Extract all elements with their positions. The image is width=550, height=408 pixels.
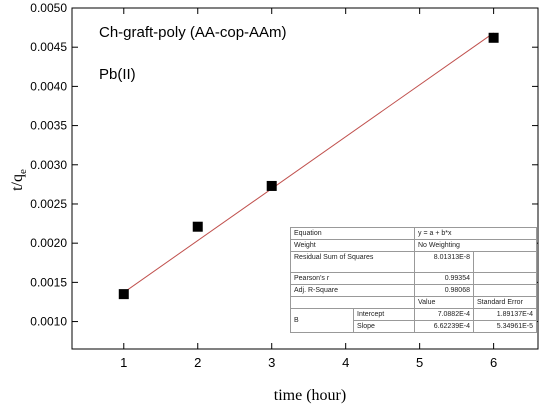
weight-label: Weight — [290, 239, 415, 252]
x-tick-label: 3 — [268, 355, 275, 370]
data-point — [192, 221, 203, 232]
rss-empty — [473, 251, 537, 273]
rss-value: 8.01313E-8 — [414, 251, 474, 273]
equation-label: Equation — [290, 227, 415, 240]
group-label: B — [290, 308, 354, 333]
fit-line-group — [123, 32, 494, 293]
fit-results-table: Equation y = a + b*x Weight No Weighting… — [290, 227, 537, 333]
slope-stderr: 5.34961E-5 — [473, 320, 537, 333]
x-tick-label: 2 — [194, 355, 201, 370]
weight-value: No Weighting — [414, 239, 537, 252]
y-tick-label: 0.0040 — [30, 79, 67, 93]
y-tick-label: 0.0035 — [30, 119, 67, 133]
x-axis-label: time (hour) — [274, 387, 346, 404]
plot-frame — [71, 7, 539, 350]
y-axis-label-subscript: e — [17, 169, 29, 174]
plot-border — [71, 7, 539, 350]
intercept-stderr: 1.89137E-4 — [473, 308, 537, 321]
y-axis-label-main: t/q — [9, 174, 26, 191]
pearson-value: 0.99354 — [414, 272, 474, 285]
data-point — [118, 289, 129, 300]
adj-r2-label: Adj. R-Square — [290, 284, 415, 297]
y-tick-label: 0.0025 — [30, 197, 67, 211]
x-tick-label: 6 — [490, 355, 497, 370]
rss-label: Residual Sum of Squares — [290, 251, 415, 273]
y-axis-ticks: 0.0010 0.0015 0.0020 0.0025 0.0030 0.0035 0.00… — [30, 1, 538, 329]
adj-r2-value: 0.98068 — [414, 284, 474, 297]
pearson-empty — [473, 272, 537, 285]
data-point — [266, 180, 277, 191]
slope-value: 6.62239E-4 — [414, 320, 474, 333]
x-tick-label: 1 — [120, 355, 127, 370]
adj-r2-empty — [473, 284, 537, 297]
stderr-header: Standard Error — [473, 296, 537, 309]
equation-value: y = a + b*x — [414, 227, 537, 240]
y-tick-label: 0.0050 — [30, 1, 67, 15]
data-point — [488, 32, 499, 43]
x-tick-label: 5 — [416, 355, 423, 370]
slope-label: Slope — [353, 320, 415, 333]
annotation-material: Ch-graft-poly (AA-cop-AAm) — [99, 24, 287, 41]
y-tick-label: 0.0015 — [30, 275, 67, 289]
data-points — [118, 32, 499, 300]
header-empty — [290, 296, 415, 309]
annotation-ion: Pb(II) — [99, 66, 136, 83]
y-tick-label: 0.0020 — [30, 236, 67, 250]
y-tick-label: 0.0010 — [30, 315, 67, 329]
intercept-value: 7.0882E-4 — [414, 308, 474, 321]
y-axis-label: t/qe — [9, 169, 29, 191]
value-header: Value — [414, 296, 474, 309]
x-axis-ticks: 1 2 3 4 5 6 — [120, 8, 497, 370]
y-tick-label: 0.0030 — [30, 158, 67, 172]
pearson-label: Pearson's r — [290, 272, 415, 285]
y-tick-label: 0.0045 — [30, 40, 67, 54]
x-tick-label: 4 — [342, 355, 349, 370]
fit-line — [123, 32, 494, 293]
intercept-label: Intercept — [353, 308, 415, 321]
